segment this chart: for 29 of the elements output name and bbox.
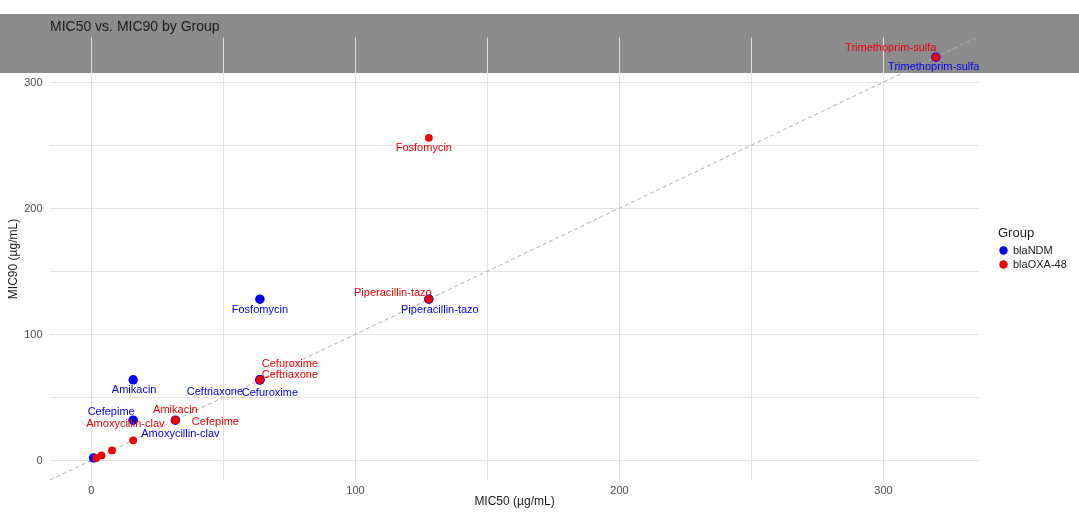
data-label: Fosfomycin — [395, 140, 452, 153]
data-label: Cefepime — [191, 415, 239, 428]
x-tick-label: 0 — [88, 483, 95, 496]
x-axis-title: MIC50 (µg/mL) — [474, 493, 555, 508]
data-label: Piperacillin-tazo — [354, 286, 432, 299]
data-label: Piperacillin-tazo — [401, 303, 479, 316]
data-label: Amoxycillin-clav — [86, 417, 166, 430]
data-label: Amikacin — [111, 382, 157, 395]
data-label: Cefepime — [87, 405, 135, 418]
x-tick-label: 200 — [610, 483, 629, 496]
legend-title: Group — [998, 225, 1035, 240]
data-label: Ceftriaxone — [186, 384, 244, 397]
legend-label: blaOXA-48 — [1013, 257, 1067, 270]
data-label: Ceftriaxone — [261, 367, 319, 380]
y-axis-title: MIC90 (µg/mL) — [6, 218, 21, 300]
y-tick-label: 100 — [24, 327, 43, 340]
y-tick-label: 200 — [24, 201, 43, 214]
data-label: Trimethoprim-sulfa — [888, 60, 981, 73]
data-label: Cefuroxime — [261, 356, 319, 369]
y-tick-label: 300 — [24, 75, 43, 88]
data-label: Cefuroxime — [241, 385, 299, 398]
data-label: Amoxycillin-clav — [141, 427, 221, 440]
legend-label: blaNDM — [1013, 243, 1053, 256]
data-label: Amikacin — [153, 403, 198, 416]
y-tick-label: 0 — [36, 453, 43, 466]
data-label: Fosfomycin — [231, 303, 289, 316]
x-tick-label: 300 — [874, 483, 893, 496]
chart-title: MIC50 vs. MIC90 by Group — [50, 18, 220, 34]
x-tick-label: 100 — [346, 483, 365, 496]
